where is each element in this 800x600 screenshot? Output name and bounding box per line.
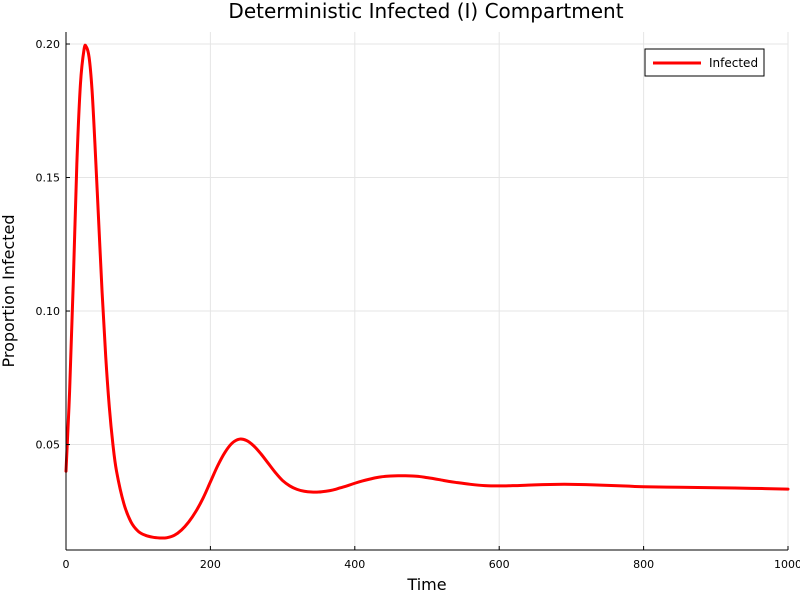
y-tick-label: 0.15 — [36, 172, 61, 185]
x-tick-label: 200 — [200, 558, 221, 571]
y-tick-label: 0.10 — [36, 305, 61, 318]
x-tick-label: 800 — [633, 558, 654, 571]
legend: Infected — [644, 48, 765, 77]
series-group — [64, 43, 790, 540]
y-tick-label: 0.05 — [36, 439, 61, 452]
x-tick-label: 400 — [344, 558, 365, 571]
chart-title: Deterministic Infected (I) Compartment — [228, 0, 623, 23]
x-tick-label: 0 — [63, 558, 70, 571]
x-tick-label: 600 — [489, 558, 510, 571]
x-tick-label: 1000 — [774, 558, 800, 571]
axes — [65, 32, 788, 551]
x-axis-label: Time — [406, 575, 446, 594]
y-axis-label: Proportion Infected — [0, 214, 18, 367]
y-tick-label: 0.20 — [36, 38, 61, 51]
legend-label-infected: Infected — [709, 56, 758, 70]
grid — [65, 32, 789, 550]
ticks: 0 200 400 600 800 1000 0.05 0.10 0.15 0.20 — [36, 38, 800, 571]
series-line-infected — [64, 43, 790, 540]
